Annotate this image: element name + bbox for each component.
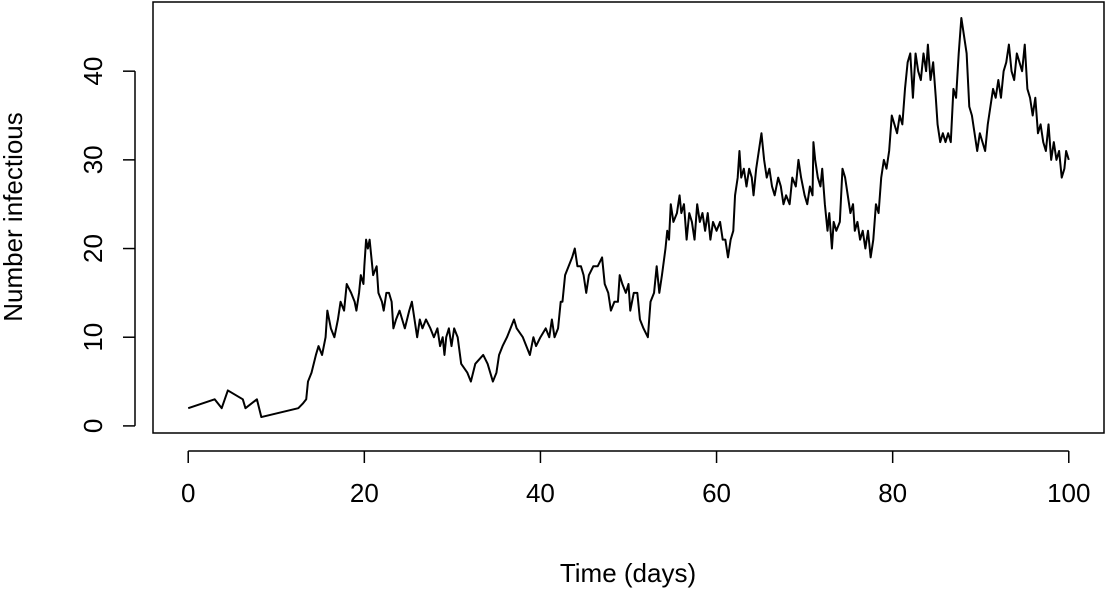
x-tick-label: 0 <box>181 478 195 508</box>
x-tick-label: 80 <box>878 478 907 508</box>
x-axis-title: Time (days) <box>560 558 696 588</box>
y-tick-label: 0 <box>78 419 108 433</box>
y-axis-title: Number infectious <box>0 112 28 322</box>
y-tick-label: 20 <box>78 234 108 263</box>
y-tick-label: 30 <box>78 145 108 174</box>
x-tick-label: 60 <box>702 478 731 508</box>
x-tick-label: 100 <box>1047 478 1090 508</box>
y-tick-label: 40 <box>78 57 108 86</box>
x-tick-label: 40 <box>526 478 555 508</box>
plot-frame <box>152 1 1105 434</box>
y-tick-label: 10 <box>78 323 108 352</box>
x-tick-label: 20 <box>350 478 379 508</box>
data-line <box>187 16 1070 419</box>
